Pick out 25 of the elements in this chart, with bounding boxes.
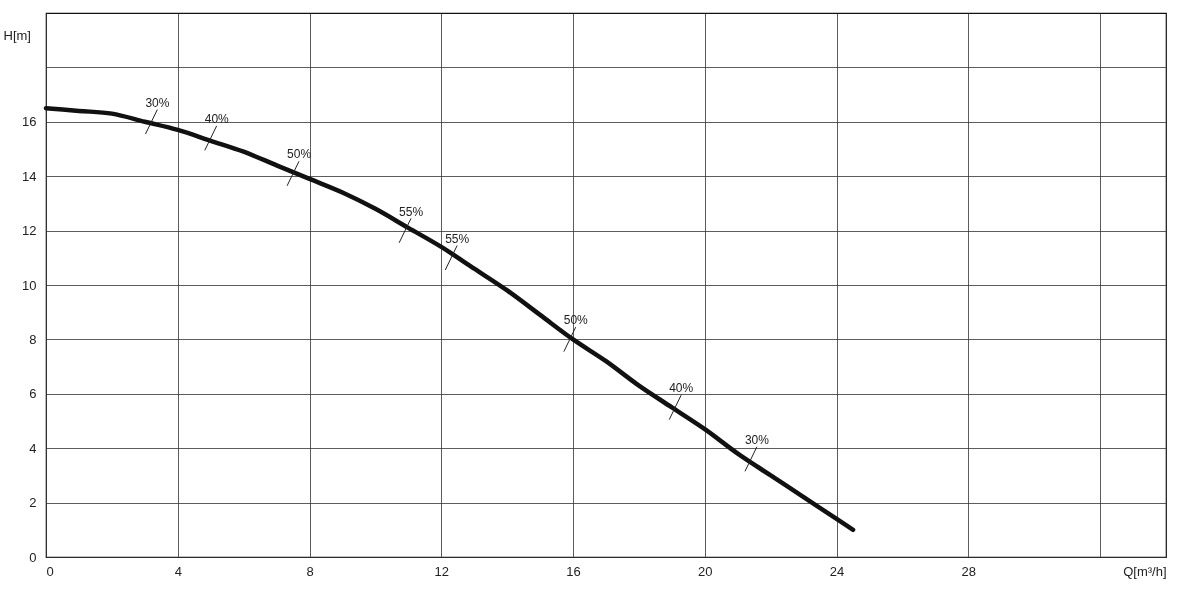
annotation: 30% — [145, 95, 170, 110]
y-tick-label: 12 — [22, 223, 37, 239]
line-series — [43, 105, 856, 533]
y-tick-label: 0 — [29, 549, 37, 565]
y-tick-label: 6 — [29, 386, 37, 402]
x-axis-title: Q[m³/h] — [1123, 563, 1167, 579]
y-tick-label: 10 — [22, 277, 37, 293]
x-tick-label: 24 — [829, 563, 845, 579]
x-tick-label: 8 — [306, 563, 314, 579]
x-tick-label: 0 — [46, 563, 54, 579]
y-tick-label: 8 — [29, 331, 37, 347]
y-tick-label: 14 — [22, 168, 37, 184]
y-tick-label: 16 — [22, 114, 37, 130]
x-tick-label: 12 — [434, 563, 450, 579]
y-axis-title: H[m] — [3, 27, 31, 43]
annotation: 55% — [445, 231, 470, 246]
x-tick-label: 28 — [961, 563, 977, 579]
y-tick-label: 4 — [29, 440, 37, 456]
annotation: 30% — [744, 433, 770, 448]
x-tick-label: 20 — [698, 563, 713, 579]
x-tick-label: 16 — [566, 563, 581, 579]
x-tick-label: 4 — [174, 563, 182, 579]
y-tick-label: 2 — [29, 495, 37, 511]
annotation: 40% — [669, 381, 694, 396]
annotation: 55% — [399, 204, 424, 219]
